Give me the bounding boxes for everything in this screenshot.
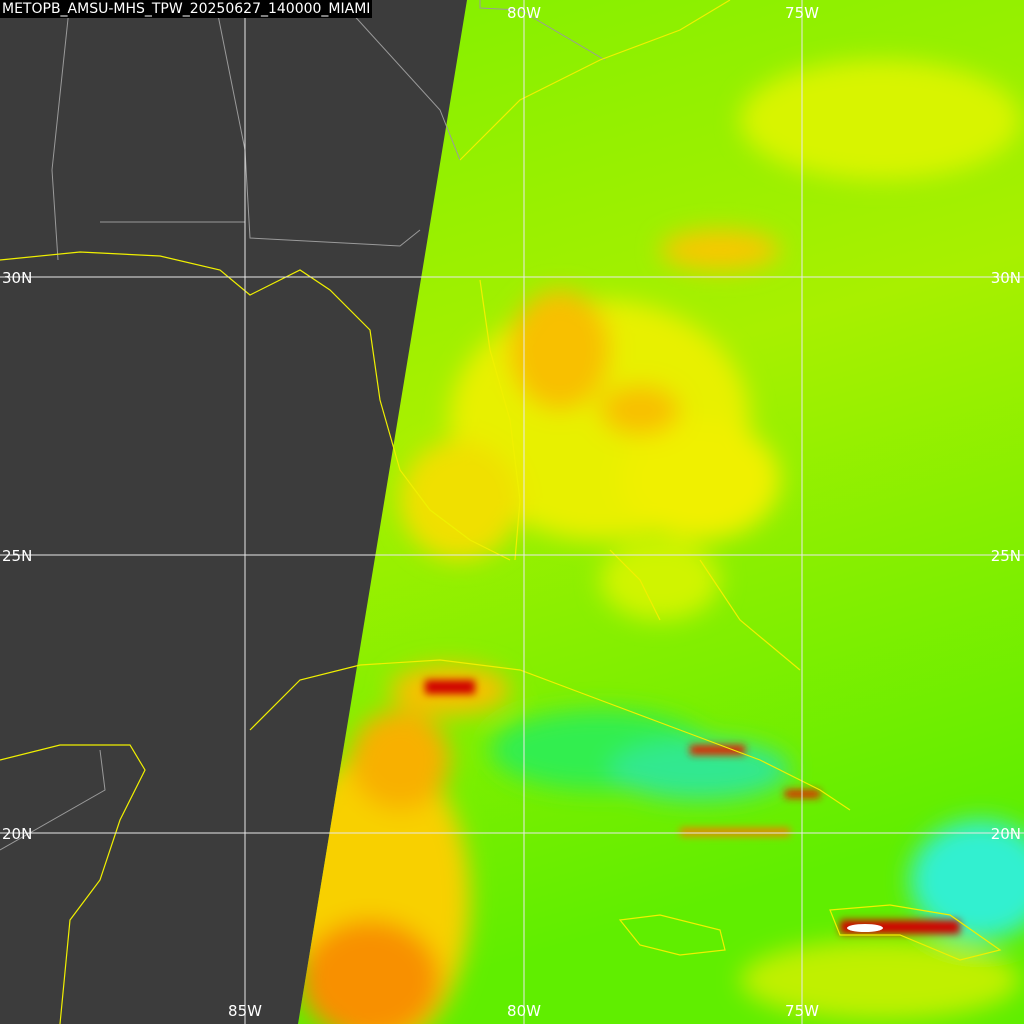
grid-label: 20N: [2, 825, 32, 843]
grid-label: 25N: [2, 547, 32, 565]
grid-label: 85W: [228, 1002, 262, 1020]
grid-label: 25N: [991, 547, 1021, 565]
grid-label: 30N: [2, 269, 32, 287]
grid-labels: 80W 75W 85W 80W 75W 30N 25N 20N 30N 25N 20N: [2, 4, 1021, 1020]
borders: [0, 0, 606, 851]
grid-label: 30N: [991, 269, 1021, 287]
grid-label: 75W: [785, 4, 819, 22]
coastlines: [0, 0, 1002, 1024]
grid-label: 20N: [991, 825, 1021, 843]
grid-label: 80W: [507, 4, 541, 22]
image-title: METOPB_AMSU-MHS_TPW_20250627_140000_MIAM…: [0, 0, 373, 18]
grid-label: 75W: [785, 1002, 819, 1020]
grid-label: 80W: [507, 1002, 541, 1020]
